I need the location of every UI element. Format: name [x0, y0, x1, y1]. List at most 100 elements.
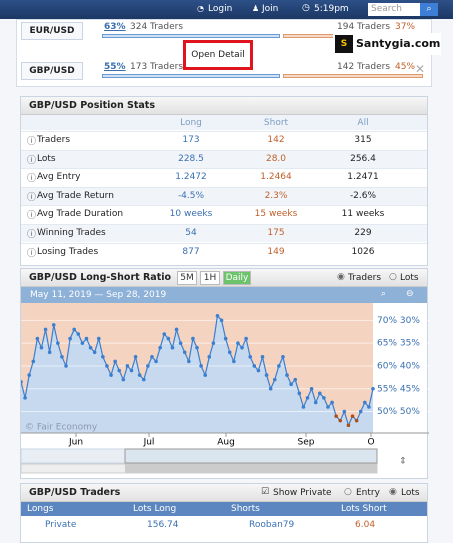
checkbox[interactable]: ☑: [261, 487, 270, 497]
x-tick-label: Sep: [298, 438, 315, 448]
data-point: [309, 386, 314, 391]
stats-row: [21, 168, 427, 187]
short-traders: 194 Traders: [337, 22, 391, 32]
y-tick-label: 50% 50%: [377, 407, 420, 417]
interval-button[interactable]: 1H: [200, 271, 220, 285]
data-point: [117, 368, 122, 373]
mode-radio[interactable]: ○: [389, 272, 397, 282]
join-icon: ♟: [252, 4, 260, 13]
stats-row: [21, 131, 427, 149]
stat-value: 1026: [351, 246, 375, 257]
stat-value: 1.2471: [347, 172, 379, 183]
stat-value: 256.4: [350, 153, 376, 164]
data-point: [297, 391, 302, 396]
stat-value: -2.6%: [349, 190, 377, 201]
data-point: [64, 364, 68, 368]
data-point: [277, 364, 281, 368]
data-point: [121, 377, 126, 382]
ratio-chart: 70% 30% 65% 35% 60% 40% 55% 45% 50% 50% © Fai…: [21, 303, 429, 474]
data-point: [174, 327, 179, 332]
chart-panel: GBP/USD Long-Short Ratio 5M 1H Daily ◉ Trader…: [20, 268, 429, 479]
data-point: [240, 345, 244, 350]
data-point: [203, 373, 207, 377]
close-icon[interactable]: ✕: [415, 62, 426, 76]
mode-radio[interactable]: ◉: [337, 272, 345, 282]
mode-radio[interactable]: ◉: [389, 487, 397, 497]
data-point: [338, 418, 343, 423]
data-point: [43, 327, 48, 332]
data-point: [158, 345, 162, 350]
row-label: Losing Trades: [37, 246, 99, 257]
credit: © Fair Economy: [25, 423, 98, 433]
data-point: [154, 359, 158, 364]
mode-label: Lots: [401, 488, 420, 498]
y-tick-label: 60% 40%: [377, 361, 420, 371]
mode-label: Lots: [400, 273, 419, 283]
watermark: S Santygia.com: [333, 33, 441, 55]
interval-button[interactable]: 5M: [177, 271, 197, 285]
clock-icon: ◷: [302, 3, 310, 13]
data-point: [232, 359, 236, 364]
stats-row: [21, 242, 427, 261]
stat-value: 173: [182, 135, 200, 145]
scroll-arrow: ⇕: [399, 457, 407, 467]
pair-label[interactable]: EUR/USD: [21, 22, 83, 40]
row-label: Winning Trades: [37, 228, 106, 238]
stat-value: 175: [267, 228, 285, 238]
popup[interactable]: Open Detail: [183, 40, 253, 70]
pair-label[interactable]: GBP/USD: [21, 62, 83, 80]
top-bar: ◔ Login ♟ Join ◷ 5:19pm Search ⌕: [0, 0, 453, 19]
data-point: [350, 414, 355, 418]
data-point: [88, 345, 93, 350]
data-point: [31, 359, 36, 364]
info-icon: ⓘ: [27, 137, 37, 147]
interval-button[interactable]: Daily: [223, 271, 251, 285]
data-point: [27, 373, 31, 377]
data-point: [248, 355, 253, 359]
long-bar: [102, 34, 280, 38]
data-point: [182, 350, 187, 355]
short-traders: 142 Traders: [337, 62, 391, 72]
data-point: [223, 336, 228, 341]
traders-col-row: [21, 502, 427, 516]
stat-value: -4.5%: [177, 190, 205, 201]
stats-panel: GBP/USD Position Stats Long Short All ⓘ Trade…: [20, 96, 428, 266]
data-point: [326, 405, 330, 409]
zoom-icon[interactable]: ⌕: [381, 289, 387, 299]
mode-radio[interactable]: ○: [344, 487, 352, 497]
long-pct: 55%: [104, 62, 126, 72]
data-point: [367, 405, 371, 409]
stat-value: 11 weeks: [341, 209, 385, 220]
trader-cell: Rooban79: [249, 520, 295, 530]
data-point: [215, 313, 220, 318]
zoom-out-icon[interactable]: ⊖: [406, 289, 414, 299]
data-point: [105, 364, 109, 368]
data-point: [227, 350, 232, 355]
data-point: [346, 423, 351, 428]
search-button[interactable]: ⌕: [420, 3, 438, 16]
data-point: [244, 336, 248, 341]
trader-cell: 6.04: [355, 520, 376, 530]
data-point: [146, 364, 150, 368]
data-point: [256, 368, 261, 373]
data-point: [170, 345, 175, 350]
info-icon: ⓘ: [27, 174, 37, 185]
data-point: [125, 364, 130, 368]
data-point: [281, 355, 285, 359]
join-link[interactable]: Join: [262, 4, 279, 14]
date-bar: May 11, 2019 — Sep 28, 2019: [21, 287, 427, 303]
long-traders: 324 Traders: [130, 22, 184, 32]
data-point: [39, 345, 44, 350]
search-box[interactable]: Search: [368, 3, 420, 16]
stats-row: [21, 224, 427, 242]
data-point: [313, 400, 318, 405]
stats-row: [21, 186, 427, 205]
data-point: [301, 405, 306, 409]
data-point: [35, 336, 40, 341]
data-point: [342, 409, 347, 414]
data-point: [305, 396, 310, 400]
stat-value: 877: [182, 246, 200, 257]
col-header: Lots Short: [341, 504, 387, 514]
login-link[interactable]: Login: [208, 4, 233, 14]
data-point: [207, 355, 212, 359]
